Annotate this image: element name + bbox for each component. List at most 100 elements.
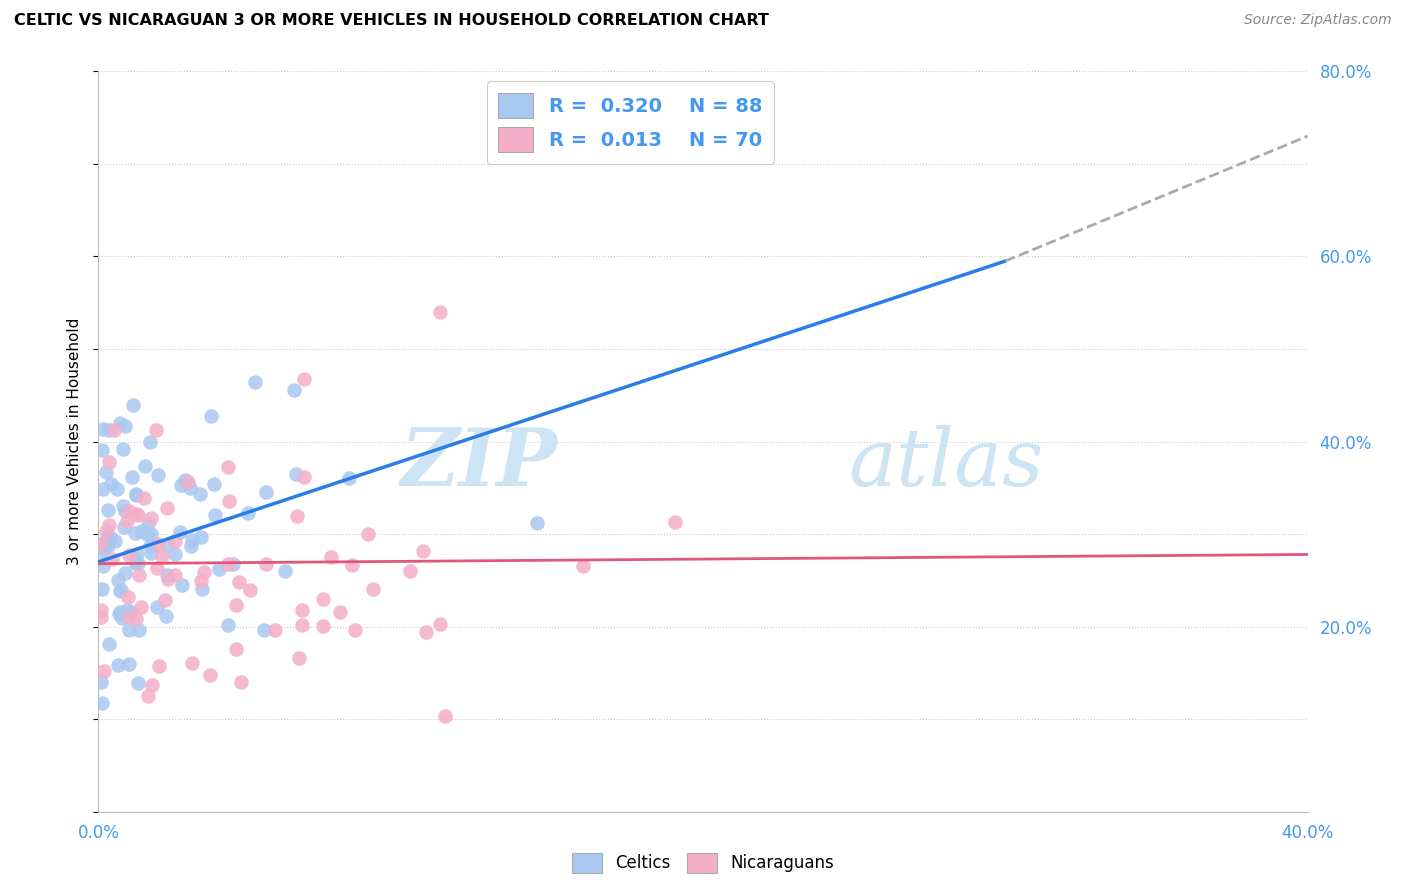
Point — [225, 598, 247, 612]
Point — [108, 416, 131, 430]
Point — [434, 709, 457, 723]
Point — [100, 531, 122, 545]
Point — [217, 617, 239, 632]
Point — [156, 500, 179, 515]
Point — [329, 605, 352, 619]
Point — [225, 642, 247, 657]
Point — [114, 566, 136, 581]
Point — [343, 624, 366, 638]
Point — [292, 469, 315, 483]
Point — [124, 552, 146, 566]
Point — [97, 518, 120, 533]
Point — [179, 481, 201, 495]
Point — [108, 584, 131, 599]
Point — [125, 507, 148, 521]
Point — [135, 527, 157, 541]
Point — [163, 548, 186, 562]
Point — [112, 442, 135, 456]
Point — [124, 556, 146, 570]
Point — [114, 419, 136, 434]
Point — [127, 548, 149, 562]
Point — [180, 539, 202, 553]
Point — [218, 493, 240, 508]
Point — [291, 617, 314, 632]
Point — [283, 384, 305, 398]
Point — [118, 623, 141, 637]
Point — [292, 372, 315, 386]
Point — [93, 664, 115, 678]
Point — [90, 443, 112, 458]
Point — [146, 468, 169, 483]
Point — [202, 477, 225, 491]
Point — [111, 611, 134, 625]
Point — [136, 690, 159, 704]
Point — [155, 608, 177, 623]
Point — [572, 559, 595, 574]
Point — [90, 544, 112, 558]
Legend: R =  0.320    N = 88, R =  0.013    N = 70: R = 0.320 N = 88, R = 0.013 N = 70 — [486, 81, 775, 164]
Point — [139, 526, 162, 541]
Point — [217, 459, 239, 474]
Point — [107, 657, 129, 672]
Point — [125, 612, 148, 626]
Point — [110, 606, 132, 620]
Text: ZIP: ZIP — [401, 425, 558, 502]
Point — [198, 668, 221, 682]
Point — [121, 469, 143, 483]
Point — [114, 504, 136, 518]
Point — [91, 582, 114, 597]
Point — [90, 675, 112, 690]
Point — [429, 617, 451, 632]
Point — [112, 499, 135, 513]
Point — [264, 623, 287, 637]
Point — [127, 676, 149, 690]
Point — [96, 533, 118, 547]
Point — [122, 398, 145, 412]
Point — [94, 524, 117, 539]
Text: Source: ZipAtlas.com: Source: ZipAtlas.com — [1244, 13, 1392, 28]
Point — [190, 582, 212, 597]
Point — [97, 539, 120, 553]
Point — [128, 568, 150, 582]
Point — [100, 552, 122, 566]
Point — [239, 582, 262, 597]
Point — [139, 435, 162, 450]
Point — [243, 375, 266, 389]
Point — [139, 539, 162, 553]
Point — [288, 651, 311, 665]
Point — [91, 482, 114, 496]
Point — [157, 572, 180, 586]
Point — [115, 514, 138, 528]
Point — [97, 423, 120, 437]
Point — [254, 485, 277, 500]
Point — [90, 537, 112, 551]
Point — [125, 488, 148, 502]
Point — [200, 409, 222, 423]
Point — [124, 525, 146, 540]
Point — [312, 592, 335, 607]
Point — [285, 508, 308, 523]
Point — [107, 607, 129, 621]
Point — [90, 609, 112, 624]
Point — [91, 422, 114, 436]
Point — [361, 582, 384, 596]
Point — [274, 564, 297, 578]
Point — [153, 593, 176, 607]
Point — [91, 559, 114, 574]
Point — [222, 558, 245, 572]
Point — [94, 466, 117, 480]
Point — [131, 524, 153, 539]
Point — [429, 305, 451, 319]
Point — [193, 565, 215, 579]
Point — [118, 548, 141, 562]
Point — [117, 657, 139, 671]
Point — [190, 574, 212, 588]
Point — [319, 550, 342, 565]
Point — [146, 599, 169, 614]
Point — [146, 537, 169, 551]
Point — [120, 605, 142, 619]
Point — [97, 455, 120, 469]
Point — [105, 483, 128, 497]
Y-axis label: 3 or more Vehicles in Household: 3 or more Vehicles in Household — [67, 318, 83, 566]
Point — [174, 473, 197, 487]
